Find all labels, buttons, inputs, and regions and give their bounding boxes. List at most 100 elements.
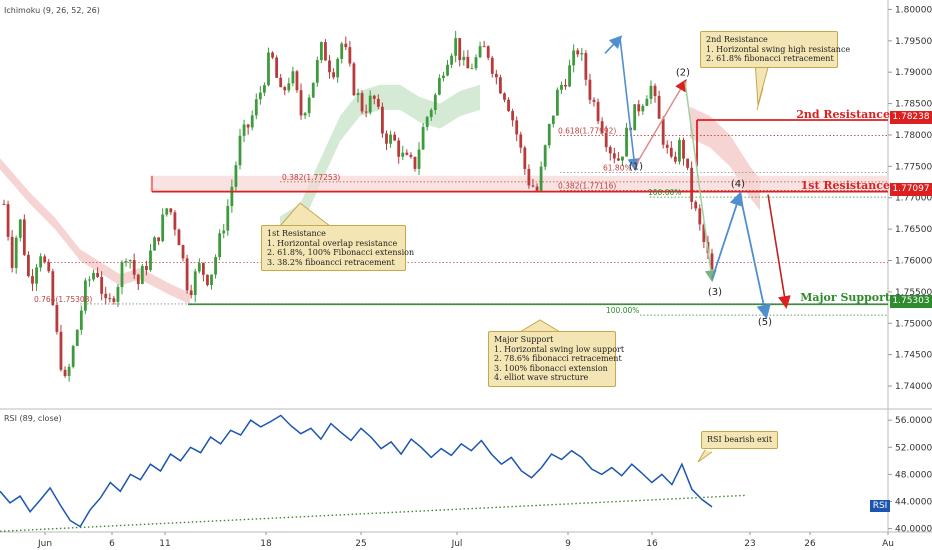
candle-body	[63, 369, 67, 377]
support-note-line: 4. elliot wave structure	[494, 373, 589, 382]
candle-body	[287, 83, 291, 91]
candle-body	[22, 219, 26, 255]
candle-body	[120, 262, 124, 288]
support-price-badge: 1.75303	[890, 295, 932, 308]
candle-body	[425, 117, 429, 128]
candle-body	[454, 38, 458, 56]
candle-body	[283, 87, 287, 91]
price-tick-label: 1.78500	[895, 100, 932, 110]
candle-body	[6, 204, 10, 237]
candle-body	[55, 305, 59, 332]
rsi-value-badge: RSI	[870, 500, 890, 512]
fib-label: 61.80%	[603, 164, 632, 173]
candle-body	[340, 43, 344, 59]
candle-body	[413, 156, 417, 169]
candle-body	[112, 298, 116, 302]
candle-body	[592, 99, 596, 102]
candle-body	[59, 331, 63, 370]
candle-body	[132, 260, 136, 275]
candle-body	[641, 105, 645, 112]
rsi-note-text: RSI bearish exit	[707, 435, 773, 444]
candle-body	[511, 111, 515, 121]
ichimoku-indicator-label[interactable]: Ichimoku (9, 26, 52, 26)	[4, 6, 100, 15]
wave-label: (5)	[758, 317, 772, 328]
candle-body	[39, 256, 43, 268]
candle-body	[67, 366, 71, 377]
candle-body	[678, 139, 681, 162]
candle-body	[673, 156, 677, 162]
candle-body	[324, 42, 327, 61]
candle-body	[18, 219, 22, 238]
res2-level-label: 2nd Resistance	[796, 108, 890, 121]
candle-body	[694, 201, 698, 209]
candle-body	[661, 118, 665, 145]
candle-body	[470, 68, 474, 70]
candle-body	[368, 95, 372, 113]
candle-body	[2, 204, 6, 205]
rsi-note-pointer	[697, 449, 713, 463]
price-tick-label: 1.74500	[895, 351, 932, 361]
candle-body	[185, 258, 189, 291]
support-note-line: 1. Horizontal swing low support	[494, 344, 625, 354]
support-note-line: Major Support	[494, 335, 554, 344]
candle-body	[364, 111, 368, 113]
res1-note-line: 2. 61.8%, 100% Fibonacci extension	[267, 248, 415, 257]
time-tick-label: Jun	[37, 539, 52, 549]
candle-body	[83, 280, 87, 311]
candle-body	[531, 185, 535, 187]
horizontal-levels: 0.618(1.77992) 0.382(1.77253) 61.80% 0.382(…	[34, 119, 888, 316]
candle-body	[478, 46, 482, 58]
candle-body	[376, 98, 380, 107]
candle-body	[608, 147, 612, 154]
fib-label: 0.382(1.77116)	[558, 181, 616, 190]
candle-body	[527, 168, 531, 186]
rsi-line	[0, 414, 713, 528]
candle-body	[682, 139, 685, 159]
time-tick-label: 23	[744, 539, 755, 549]
price-tick-label: 1.75000	[895, 319, 932, 329]
candle-body	[442, 75, 445, 79]
candle-body	[295, 71, 299, 91]
candle-body	[352, 63, 356, 96]
candle-body	[462, 56, 466, 61]
candle-body	[523, 147, 527, 169]
elliott-wave-paths: (1) (2) (3) (4) (5)	[279, 35, 791, 333]
candle-body	[165, 208, 169, 215]
candle-body	[612, 153, 616, 159]
candle-body	[140, 266, 144, 285]
candle-body	[490, 57, 494, 74]
candle-body	[173, 212, 177, 230]
candle-body	[547, 124, 551, 146]
res1-note-line: 1st Resistance	[267, 229, 326, 238]
candle-body	[381, 106, 384, 134]
candle-body	[136, 274, 140, 285]
ichimoku-cloud	[0, 84, 888, 305]
candle-body	[108, 298, 112, 300]
axes: 1.80000 1.79500 1.79000 1.78500 1.78000 1.775…	[37, 5, 932, 549]
candle-body	[494, 73, 498, 78]
candle-body	[482, 46, 486, 48]
candle-body	[564, 84, 567, 87]
candle-body	[458, 38, 462, 61]
support-note: Major Support 1. Horizontal swing low su…	[488, 331, 625, 387]
candle-body	[14, 237, 18, 268]
wave-arrow	[711, 191, 744, 280]
candle-body	[665, 144, 669, 148]
candle-body	[71, 345, 75, 367]
candle-body	[356, 93, 360, 96]
price-tick-label: 1.77000	[895, 194, 932, 204]
candle-body	[189, 290, 193, 296]
candle-body	[499, 77, 502, 94]
candle-body	[393, 134, 397, 141]
candle-body	[206, 274, 209, 286]
candle-body	[657, 95, 661, 119]
candle-body	[75, 329, 79, 346]
fib-label: 0.382(1.77253)	[282, 173, 340, 182]
rsi-indicator-label[interactable]: RSI (89, close)	[4, 414, 62, 423]
candle-body	[291, 71, 295, 84]
candle-body	[210, 274, 213, 286]
candle-body	[263, 85, 266, 93]
fib-label: 0.618(1.77992)	[558, 126, 616, 135]
candle-body	[177, 229, 181, 246]
cloud-bear-segment	[0, 158, 190, 305]
